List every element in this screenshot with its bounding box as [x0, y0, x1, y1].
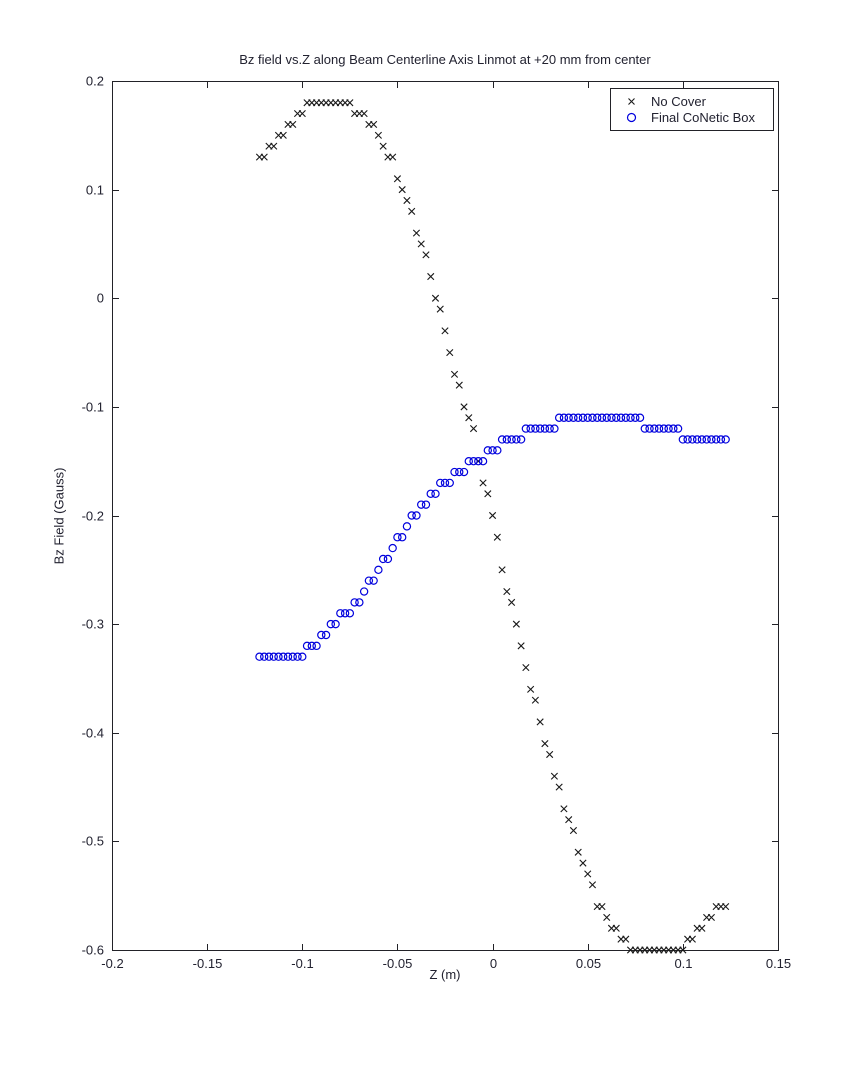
svg-text:0.1: 0.1	[86, 183, 104, 198]
svg-text:0.15: 0.15	[766, 956, 791, 971]
svg-text:-0.1: -0.1	[82, 400, 104, 415]
legend-label-final-conetic-box: Final CoNetic Box	[651, 109, 756, 125]
x-axis-label: Z (m)	[429, 967, 461, 982]
svg-text:-0.3: -0.3	[82, 617, 104, 632]
svg-text:-0.15: -0.15	[193, 956, 223, 971]
chart-title: Bz field vs.Z along Beam Centerline Axis…	[239, 52, 651, 67]
svg-text:-0.5: -0.5	[82, 834, 104, 849]
svg-text:0.05: 0.05	[576, 956, 601, 971]
svg-text:-0.4: -0.4	[82, 726, 104, 741]
svg-text:0.1: 0.1	[674, 956, 692, 971]
svg-text:0: 0	[490, 956, 497, 971]
legend-item-final-conetic-box: Final CoNetic Box	[611, 109, 773, 125]
svg-text:-0.2: -0.2	[82, 509, 104, 524]
legend: No Cover Final CoNetic Box	[610, 88, 774, 131]
svg-text:-0.1: -0.1	[291, 956, 313, 971]
svg-text:-0.6: -0.6	[82, 943, 104, 958]
svg-text:-0.05: -0.05	[383, 956, 413, 971]
legend-item-no-cover: No Cover	[611, 93, 773, 109]
circle-marker-icon	[611, 112, 651, 123]
svg-text:-0.2: -0.2	[101, 956, 123, 971]
svg-text:0: 0	[97, 291, 104, 306]
x-marker-icon	[611, 97, 651, 106]
svg-text:0.2: 0.2	[86, 74, 104, 89]
legend-label-no-cover: No Cover	[651, 93, 706, 109]
